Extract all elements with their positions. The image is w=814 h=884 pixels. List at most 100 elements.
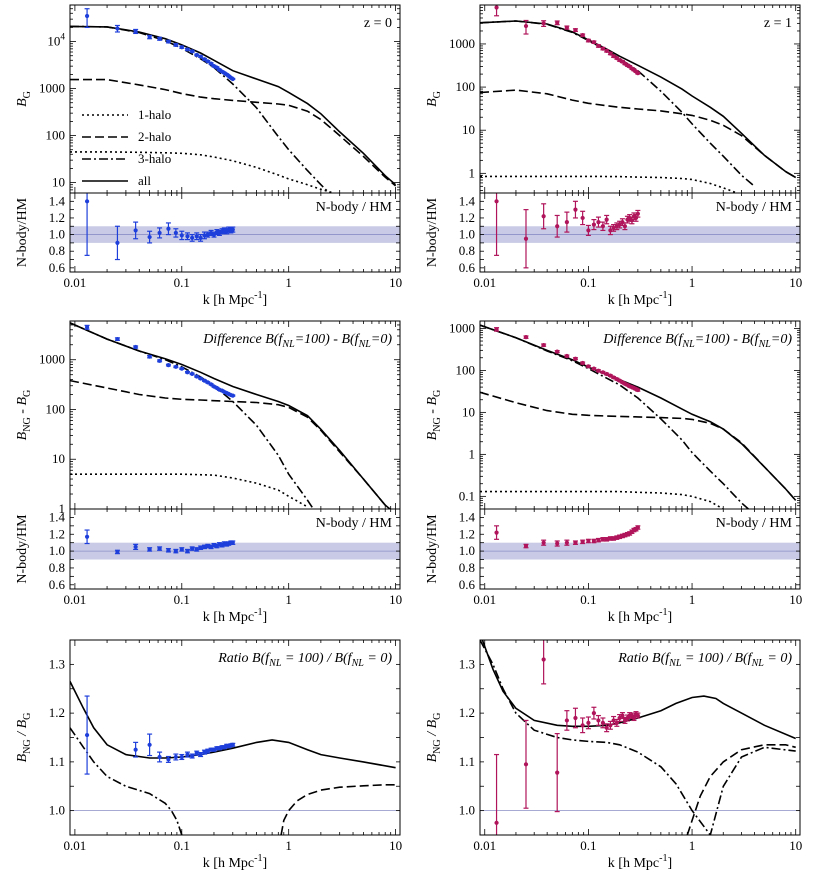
y-tick-label: 1000 [39, 81, 65, 96]
data-point [115, 336, 120, 342]
data-point [194, 374, 199, 379]
data-point [611, 225, 616, 231]
all-curve [70, 681, 396, 769]
plot-area [70, 529, 400, 560]
data-point [494, 5, 499, 10]
data-point [205, 749, 210, 754]
plot-area [70, 8, 397, 193]
y-tick-label: 1000 [39, 352, 65, 367]
x-tick-label: 0.01 [64, 592, 87, 607]
y-tick-label: 0.6 [49, 577, 66, 592]
data-point [604, 217, 609, 222]
y-axis-label: BNG / BG [425, 713, 443, 763]
data-point [600, 224, 605, 229]
y-tick-label: 1.0 [49, 227, 65, 242]
x-tick-label: 10 [389, 275, 402, 290]
plot-area [480, 324, 797, 509]
one-halo-curve [70, 151, 337, 193]
three-halo-curve [70, 727, 183, 835]
y-tick-label: 1.4 [49, 193, 66, 208]
data-point [147, 354, 152, 359]
data-point [198, 54, 203, 59]
panel-bl_main: 0.01 0.1 1 10 1.0 1.1 1.2 1.3 BNG / BG k [h Mpc-1… [15, 639, 402, 871]
data-point [190, 546, 195, 551]
data-point [523, 23, 529, 29]
y-tick-label: 0.6 [49, 260, 66, 275]
axes-frame [69, 639, 401, 836]
data-point [173, 754, 178, 760]
data-point [198, 545, 203, 550]
panel-annotation: Ratio B(fNL = 100) / B(fNL = 0) [217, 651, 392, 669]
x-tick-label: 1 [285, 592, 292, 607]
panel-annotation: N-body / HM [316, 200, 393, 215]
y-tick-label: 100 [46, 128, 66, 143]
data-point [600, 720, 605, 725]
data-point [555, 541, 560, 546]
data-point [620, 220, 625, 225]
panel-ml_main: 1 10 100 1000 BNG - BG Difference B(fNL=100) … [15, 320, 401, 516]
data-point [596, 538, 601, 543]
data-point [604, 48, 609, 53]
y-tick-label: 1000 [449, 320, 475, 335]
data-point [157, 546, 162, 551]
y-tick-label: 10 [462, 122, 475, 137]
data-point [157, 36, 162, 41]
panel-annotation: N-body / HM [716, 200, 793, 215]
data-point [133, 29, 138, 34]
data-point [157, 754, 162, 760]
data-point [194, 234, 199, 239]
data-point [198, 235, 203, 241]
y-tick-label: 1.3 [49, 656, 65, 671]
data-point [604, 537, 609, 542]
y-tick-label: 1000 [449, 36, 475, 51]
data-point [147, 34, 152, 40]
data-point [586, 38, 591, 43]
data-point [84, 199, 90, 204]
data-point [580, 360, 585, 366]
two-halo-curve [280, 784, 396, 835]
data-point [198, 376, 203, 381]
data-point [115, 26, 120, 31]
three-halo-curve [480, 20, 756, 187]
y-tick-label: 0.6 [459, 577, 476, 592]
data-point [635, 387, 640, 393]
data-point [555, 224, 560, 229]
two-halo-curve [480, 391, 797, 501]
panel-annotation: z = 0 [364, 16, 392, 31]
data-point [190, 753, 195, 759]
panel-annotation: N-body / HM [316, 516, 393, 531]
data-point [173, 230, 178, 236]
y-tick-label: 1.2 [49, 210, 65, 225]
data-point [591, 711, 597, 716]
data-point [573, 207, 578, 212]
data-point [147, 547, 152, 552]
data-point [166, 226, 171, 231]
plot-area [70, 322, 392, 509]
data-point [230, 540, 235, 545]
data-point [179, 45, 184, 50]
legend-label: 3-halo [138, 151, 171, 166]
y-tick-label: 0.8 [49, 560, 65, 575]
data-point [166, 362, 171, 368]
data-point [166, 548, 171, 553]
y-axis-label: N-body/HM [425, 514, 440, 584]
y-tick-label: 1.3 [459, 656, 475, 671]
data-point [133, 747, 138, 752]
y-axis-label: BNG / BG [15, 713, 33, 763]
data-point [166, 39, 171, 44]
y-tick-label: 0.6 [459, 260, 476, 275]
data-point [494, 327, 499, 332]
data-point [173, 549, 178, 554]
data-point [600, 46, 605, 51]
two-halo-curve [480, 89, 797, 179]
data-point [147, 234, 152, 240]
data-point [173, 364, 178, 369]
data-point [596, 220, 601, 225]
all-curve [70, 322, 392, 509]
data-point [555, 20, 560, 25]
data-point [608, 536, 613, 541]
data-point [179, 233, 184, 238]
axes-frame [479, 4, 801, 194]
x-axis-label: k [h Mpc-1] [608, 853, 672, 871]
x-tick-label: 1 [689, 838, 696, 853]
